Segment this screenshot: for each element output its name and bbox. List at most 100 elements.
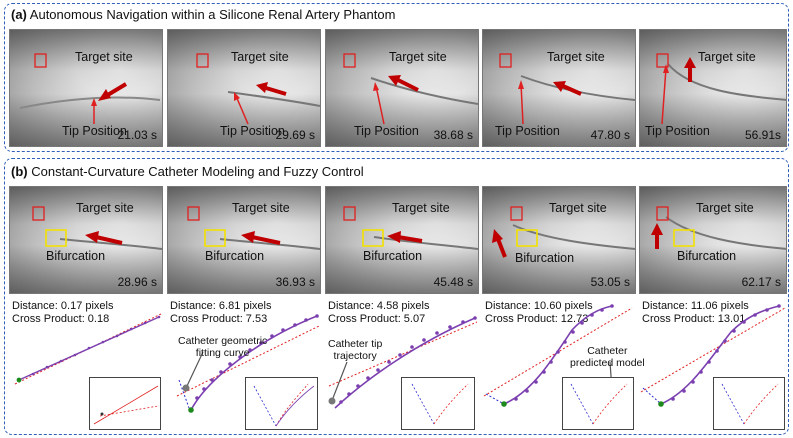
curve-points: [514, 304, 614, 401]
timestamp: 36.93 s: [275, 275, 315, 289]
curve-points: [671, 304, 781, 401]
target-box: [343, 206, 356, 221]
overlay-a-2: [196, 53, 320, 125]
inset-1: [89, 377, 161, 430]
photo-b-4: Target site Bifurcation 53.05 s: [482, 186, 636, 294]
curve-points: [31, 315, 161, 376]
direction-arrow: [496, 238, 507, 258]
target-box: [196, 53, 209, 68]
tip-dot: [501, 401, 507, 407]
inset-2: [245, 377, 318, 430]
overlay-a-5: [656, 53, 786, 125]
plot-3: [328, 316, 478, 409]
plot-5: [640, 304, 786, 407]
photo-a-3: Target site Tip Position 38.68 s: [325, 29, 479, 147]
panel-b-title: (b) Constant-Curvature Catheter Modeling…: [11, 164, 364, 179]
panel-b: [4, 158, 789, 435]
panel-a: [4, 3, 789, 152]
cross-product-text: Cross Product: 7.53: [170, 313, 268, 325]
photo-b-1: Target site Bifurcation 28.96 s: [9, 186, 163, 294]
bifurcation-box: [45, 229, 67, 247]
tip-label: Tip Position: [62, 124, 127, 138]
target-label: Target site: [549, 201, 607, 215]
direction-arrow: [251, 235, 281, 245]
direction-arrow: [562, 84, 582, 96]
target-box: [343, 53, 356, 68]
tip-label: Tip Position: [495, 124, 560, 138]
plot-2: [176, 314, 320, 413]
direction-arrow: [104, 82, 128, 98]
tip-label: Tip Position: [645, 124, 710, 138]
inset-5: [713, 377, 785, 430]
bifurcation-label: Bifurcation: [515, 251, 575, 265]
inset-3: [401, 377, 475, 430]
inset-1-svg: [93, 385, 159, 425]
distance-text: Distance: 10.60 pixels: [485, 300, 593, 312]
cross-product-text: Cross Product: 13.01: [642, 313, 746, 325]
inset-3-svg: [411, 383, 469, 425]
fitting-curve: [334, 317, 476, 409]
measure-2: Distance: 6.81 pixels Cross Product: 7.5…: [170, 300, 272, 326]
overlay-b-1: [32, 206, 162, 250]
bifurcation-label: Bifurcation: [46, 249, 106, 263]
tip-dot: [16, 377, 22, 383]
photo-a-2: Target site Tip Position 29.69 s: [167, 29, 321, 147]
tangent-line: [483, 307, 633, 397]
tip-label: Tip Position: [354, 124, 419, 138]
distance-text: Distance: 0.17 pixels: [12, 300, 114, 312]
distance-text: Distance: 11.06 pixels: [642, 300, 749, 312]
timestamp: 62.17 s: [741, 275, 781, 289]
overlay-a-3: [343, 53, 478, 125]
overlay-b-4: [492, 206, 635, 258]
timestamp: 47.80 s: [590, 128, 630, 142]
timestamp: 53.05 s: [590, 275, 630, 289]
cross-product-text: Cross Product: 12.73: [485, 313, 589, 325]
photo-a-4: Target site Tip Position 47.80 s: [482, 29, 636, 147]
panel-a-title-text: Autonomous Navigation within a Silicone …: [29, 7, 396, 22]
predicted-model: [178, 379, 190, 409]
callout-tip-trajectory: Catheter tip trajectory: [328, 338, 383, 362]
target-label: Target site: [392, 201, 450, 215]
photo-b-3: Target site Bifurcation 45.48 s: [325, 186, 479, 294]
target-box: [499, 53, 512, 68]
timestamp: 38.68 s: [433, 128, 473, 142]
cross-product-text: Cross Product: 0.18: [12, 313, 110, 325]
measure-4: Distance: 10.60 pixels Cross Product: 12…: [485, 300, 593, 326]
curve-points: [339, 316, 477, 404]
target-label: Target site: [232, 201, 290, 215]
callout-marker: [328, 397, 336, 405]
cross-product-text: Cross Product: 5.07: [328, 313, 426, 325]
panel-b-title-text: Constant-Curvature Catheter Modeling and…: [31, 164, 364, 179]
photo-a-1: Target site Tip Position 21.03 s: [9, 29, 163, 147]
target-label: Target site: [76, 201, 134, 215]
predicted-model: [485, 393, 505, 405]
target-label: Target site: [389, 50, 447, 64]
inset-5-svg: [721, 383, 779, 425]
photo-a-5: Target site Tip Position 56.91s: [639, 29, 787, 147]
tip-dot: [188, 407, 194, 413]
photo-b-2: Target site Bifurcation 36.93 s: [167, 186, 321, 294]
overlay-a-1: [19, 53, 161, 124]
measure-3: Distance: 4.58 pixels Cross Product: 5.0…: [328, 300, 430, 326]
distance-text: Distance: 4.58 pixels: [328, 300, 430, 312]
curve-points: [195, 314, 319, 400]
predicted-model: [642, 387, 662, 405]
target-label: Target site: [698, 50, 756, 64]
fitting-curve: [503, 305, 613, 405]
direction-arrow: [397, 78, 419, 92]
target-label: Target site: [231, 50, 289, 64]
timestamp: 56.91s: [744, 128, 781, 142]
overlay-b-2: [187, 206, 320, 250]
callout-fitting-curve: Catheter geometric fitting curve: [178, 335, 268, 359]
timestamp: 29.69 s: [275, 128, 315, 142]
callout-marker: [182, 384, 190, 392]
bifurcation-box: [516, 229, 538, 247]
bifurcation-label: Bifurcation: [363, 249, 423, 263]
tip-label: Tip Position: [220, 124, 285, 138]
target-box: [187, 206, 200, 221]
panel-b-tag: (b): [11, 164, 28, 179]
target-label: Target site: [696, 201, 754, 215]
measure-1: Distance: 0.17 pixels Cross Product: 0.1…: [12, 300, 114, 326]
overlay-b-5: [651, 206, 786, 250]
panel-a-title: (a) Autonomous Navigation within a Silic…: [11, 7, 395, 22]
